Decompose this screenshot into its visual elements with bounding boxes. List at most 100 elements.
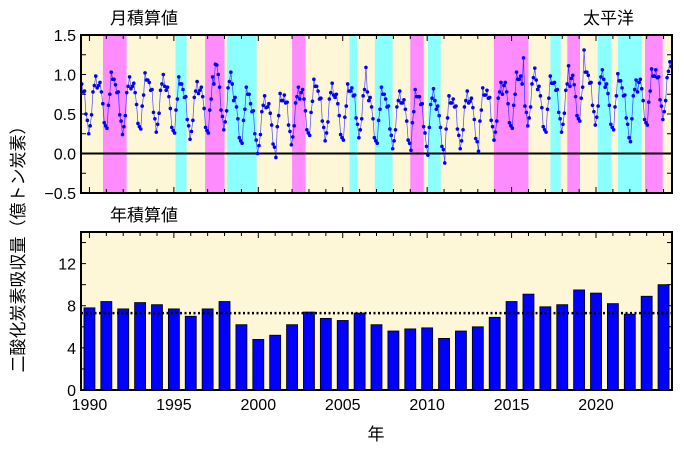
monthly-data-point: [84, 112, 88, 116]
monthly-data-point: [168, 106, 173, 111]
monthly-data-point: [162, 84, 167, 89]
monthly-data-point: [413, 87, 417, 92]
monthly-data-point: [534, 78, 539, 82]
monthly-data-point: [93, 74, 98, 78]
monthly-data-point: [172, 131, 177, 135]
monthly-data-point: [632, 87, 637, 92]
y-tick-label: 8: [67, 299, 76, 316]
monthly-data-point: [528, 105, 533, 109]
monthly-data-point: [305, 128, 309, 132]
monthly-data-point: [321, 125, 326, 130]
monthly-data-point: [112, 77, 116, 82]
monthly-data-point: [179, 82, 184, 86]
monthly-data-point: [209, 97, 213, 101]
la-nina-period: [597, 35, 612, 193]
annual-bar: [488, 316, 501, 391]
monthly-data-point: [541, 124, 546, 129]
monthly-data-point: [649, 67, 654, 71]
monthly-data-point: [108, 92, 112, 97]
monthly-data-point: [299, 90, 304, 95]
monthly-data-point: [556, 110, 561, 115]
monthly-data-point: [82, 89, 87, 93]
monthly-data-point: [303, 109, 308, 113]
y-tick-label: 0: [67, 383, 76, 400]
monthly-data-point: [167, 94, 171, 99]
monthly-data-point: [133, 90, 137, 95]
monthly-data-point: [545, 107, 550, 112]
monthly-data-point: [442, 161, 447, 165]
annual-bar: [471, 326, 484, 391]
monthly-data-point: [645, 123, 650, 127]
monthly-data-point: [196, 91, 201, 96]
annual-bar: [607, 303, 619, 391]
monthly-data-point: [659, 104, 664, 108]
monthly-data-point: [98, 80, 102, 85]
el-nino-period: [292, 35, 306, 193]
monthly-data-point: [597, 81, 602, 85]
monthly-data-point: [544, 130, 548, 134]
y-axis-label: 二酸化炭素吸収量（億トン炭素）: [9, 118, 28, 373]
annual-bar: [134, 302, 147, 391]
monthly-data-point: [569, 76, 574, 81]
monthly-data-point: [417, 94, 422, 99]
monthly-data-point: [165, 85, 170, 89]
monthly-data-point: [227, 79, 232, 84]
monthly-data-point: [603, 85, 607, 89]
monthly-data-point: [116, 90, 121, 94]
y-tick-label: 0.5: [54, 107, 76, 124]
monthly-data-point: [214, 63, 219, 67]
x-tick-label: 2015: [494, 397, 530, 414]
monthly-data-point: [431, 86, 436, 91]
monthly-data-point: [368, 95, 372, 100]
monthly-data-point: [333, 95, 337, 100]
monthly-data-point: [409, 148, 413, 153]
monthly-data-point: [499, 80, 503, 85]
monthly-data-point: [274, 155, 278, 160]
el-nino-period: [102, 35, 127, 193]
monthly-data-point: [614, 94, 619, 98]
monthly-data-point: [449, 101, 454, 105]
monthly-data-point: [521, 56, 526, 60]
monthly-data-point: [157, 111, 161, 116]
monthly-data-point: [354, 116, 358, 120]
monthly-data-point: [288, 129, 292, 134]
monthly-data-point: [143, 71, 147, 75]
monthly-data-point: [130, 84, 135, 89]
monthly-data-point: [461, 128, 465, 132]
monthly-data-point: [428, 102, 433, 107]
monthly-data-point: [582, 48, 586, 52]
annual-bar: [370, 324, 383, 391]
monthly-data-point: [611, 128, 616, 132]
monthly-data-point: [217, 85, 222, 89]
monthly-data-point: [191, 118, 195, 123]
monthly-data-point: [397, 89, 402, 93]
monthly-data-point: [552, 80, 557, 85]
monthly-data-point: [300, 87, 305, 92]
monthly-data-point: [406, 138, 410, 142]
monthly-data-point: [663, 98, 668, 103]
monthly-data-point: [307, 133, 312, 138]
monthly-data-point: [383, 97, 388, 101]
monthly-data-point: [257, 143, 261, 148]
annual-title: 年積算値: [110, 206, 178, 225]
monthly-data-point: [357, 135, 361, 140]
monthly-data-point: [328, 90, 333, 95]
monthly-data-point: [533, 66, 537, 70]
monthly-data-point: [222, 128, 226, 132]
monthly-data-point: [169, 125, 174, 130]
monthly-data-point: [666, 69, 671, 74]
monthly-data-point: [195, 79, 199, 84]
la-nina-period: [349, 35, 358, 193]
monthly-data-point: [475, 139, 479, 144]
monthly-data-point: [487, 95, 492, 100]
monthly-data-point: [451, 97, 455, 101]
monthly-data-point: [361, 94, 365, 98]
monthly-data-point: [518, 74, 523, 78]
annual-panel: 0 4 8 12 1990 1995 2000 2005 2010 2015 2020: [58, 231, 673, 414]
y-tick-label: −0.5: [44, 186, 76, 203]
plot-frame: [80, 231, 673, 391]
monthly-data-point: [269, 123, 274, 127]
monthly-data-point: [203, 125, 208, 130]
monthly-data-point: [330, 81, 334, 85]
monthly-data-point: [212, 82, 216, 86]
